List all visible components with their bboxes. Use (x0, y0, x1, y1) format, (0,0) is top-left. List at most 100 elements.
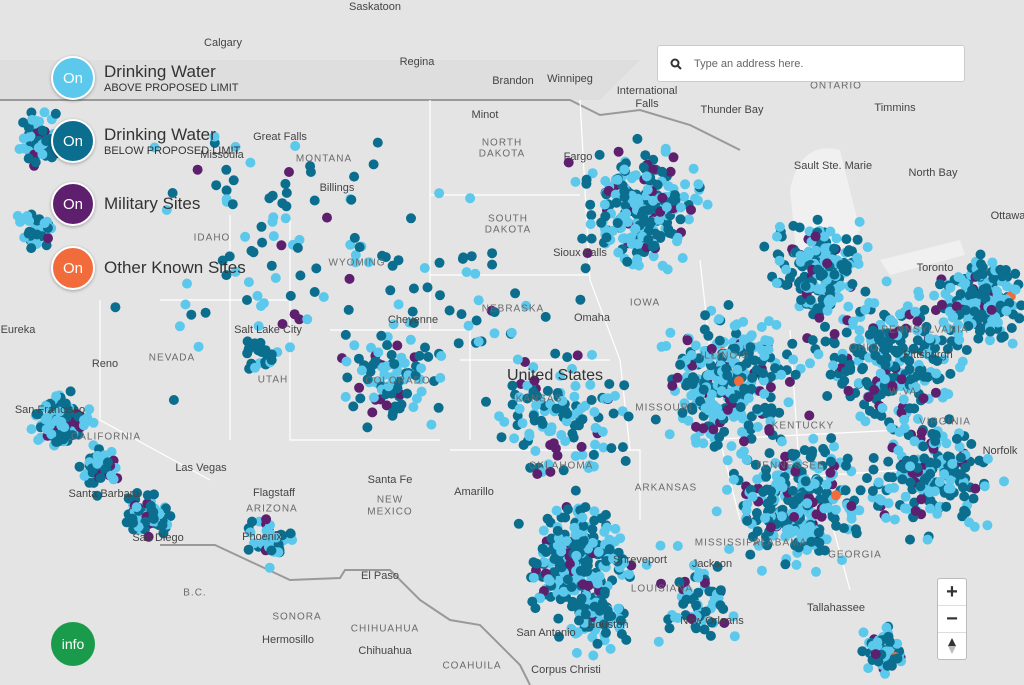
site-marker (829, 269, 840, 280)
site-marker (615, 615, 626, 626)
site-marker (825, 467, 836, 478)
site-marker (787, 338, 798, 349)
site-marker (942, 323, 953, 334)
site-marker (528, 572, 539, 583)
site-marker (831, 490, 841, 501)
map-label: CHIHUAHUA (351, 624, 419, 635)
site-marker (106, 470, 117, 481)
site-marker (699, 324, 710, 335)
site-marker (575, 565, 586, 576)
site-marker (691, 623, 702, 634)
site-marker (728, 393, 739, 404)
site-marker (888, 329, 899, 339)
site-marker (349, 171, 360, 182)
site-marker (168, 395, 179, 405)
site-marker (649, 240, 660, 251)
toggle[interactable]: On (51, 119, 95, 163)
site-marker (922, 534, 933, 545)
site-marker (74, 461, 85, 472)
site-marker (110, 302, 121, 313)
site-marker (340, 391, 351, 402)
site-marker (564, 559, 575, 569)
legend-title: Drinking Water (104, 125, 216, 144)
site-marker (566, 582, 577, 592)
site-marker (420, 342, 430, 353)
site-marker (626, 232, 637, 243)
site-marker (271, 532, 282, 543)
site-marker (812, 303, 823, 314)
site-marker (702, 370, 713, 381)
site-marker (698, 423, 709, 434)
site-marker (746, 383, 757, 394)
compass[interactable] (938, 633, 966, 659)
site-marker (642, 217, 653, 228)
site-marker (596, 513, 607, 524)
site-marker (880, 668, 890, 679)
site-marker (434, 188, 445, 199)
site-marker (388, 319, 399, 330)
site-marker (376, 330, 387, 341)
toggle[interactable]: On (51, 182, 95, 226)
toggle[interactable]: On (51, 56, 95, 100)
site-marker (668, 195, 679, 206)
site-marker (292, 242, 303, 253)
site-marker (587, 537, 598, 548)
site-marker (632, 239, 643, 249)
site-marker (642, 184, 653, 195)
map-label: Minot (472, 109, 499, 121)
site-marker (764, 448, 775, 459)
site-marker (766, 494, 777, 505)
site-marker (1006, 323, 1017, 333)
site-marker (578, 579, 588, 590)
map-label: Cheyenne (388, 314, 438, 326)
site-marker (764, 316, 774, 327)
site-marker (585, 199, 596, 210)
site-marker (342, 372, 353, 383)
site-marker (408, 283, 419, 294)
canada-land (0, 60, 640, 100)
site-marker (513, 518, 524, 529)
site-marker (566, 623, 577, 634)
site-marker (50, 108, 61, 119)
zoom-out[interactable]: − (938, 606, 966, 633)
site-marker (953, 319, 963, 330)
site-marker (664, 623, 675, 634)
site-marker (243, 544, 254, 555)
search-box[interactable]: Type an address here. (657, 45, 965, 82)
site-marker (620, 456, 631, 466)
site-marker (571, 550, 582, 561)
site-marker (805, 358, 815, 369)
site-marker (821, 488, 832, 498)
site-marker (567, 363, 577, 374)
legend-item[interactable]: On Drinking Water BELOW PROPOSED LIMIT (51, 119, 240, 163)
site-marker (880, 345, 891, 355)
legend-item[interactable]: On Drinking Water ABOVE PROPOSED LIMIT (51, 56, 238, 100)
site-marker (280, 178, 291, 189)
site-marker (40, 401, 51, 412)
site-marker (25, 131, 36, 142)
site-marker (829, 352, 840, 363)
site-marker (433, 402, 444, 413)
map-label: Chihuahua (358, 645, 412, 657)
zoom-in[interactable]: + (938, 579, 966, 606)
site-marker (771, 319, 782, 330)
site-marker (1002, 281, 1012, 292)
toggle[interactable]: On (51, 246, 95, 290)
legend-title: Other Known Sites (104, 258, 246, 277)
site-marker (808, 433, 819, 444)
map-label: NEVADA (149, 353, 195, 364)
site-marker (593, 546, 604, 557)
site-marker (613, 603, 624, 614)
site-marker (805, 295, 816, 305)
site-marker (893, 445, 904, 456)
site-marker (587, 524, 598, 535)
site-marker (879, 381, 890, 392)
legend-item[interactable]: On Other Known Sites (51, 246, 246, 290)
site-marker (546, 533, 557, 544)
legend-item[interactable]: On Military Sites (51, 182, 200, 226)
info-button[interactable]: info (51, 622, 95, 666)
map-label: Shreveport (613, 554, 667, 566)
site-marker (31, 409, 42, 419)
site-marker (850, 524, 861, 535)
